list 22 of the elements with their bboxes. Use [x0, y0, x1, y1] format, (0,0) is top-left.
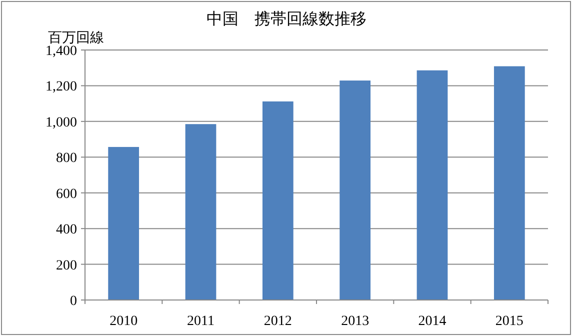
chart-title: 中国 携帯回線数推移	[206, 10, 366, 28]
bar	[262, 101, 294, 300]
bar	[185, 124, 216, 300]
bar	[340, 80, 371, 300]
y-tick-label: 0	[70, 294, 77, 309]
y-tick-label: 200	[56, 258, 77, 274]
x-tick-label: 2011	[187, 314, 214, 329]
x-tick-label: 2013	[341, 314, 370, 329]
y-tick-label: 600	[56, 186, 77, 202]
bar	[108, 146, 140, 300]
x-tick-label: 2010	[110, 314, 138, 329]
y-tick-label: 400	[56, 222, 77, 238]
y-tick-label: 800	[56, 151, 77, 166]
x-tick-label: 2012	[264, 314, 292, 329]
y-tick-label: 1,000	[46, 115, 77, 130]
y-tick-label: 1,200	[46, 80, 77, 95]
bar	[494, 66, 525, 300]
y-axis-title: 百万回線	[48, 30, 104, 46]
bar	[416, 70, 448, 300]
y-tick-label: 1,400	[46, 44, 77, 59]
x-tick-label: 2015	[495, 314, 524, 329]
x-tick-label: 2014	[418, 314, 446, 329]
